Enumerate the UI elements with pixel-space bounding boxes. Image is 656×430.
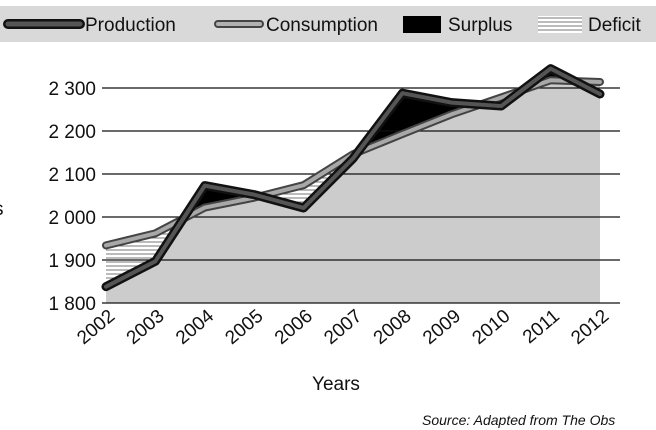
x-tick-label: 2011 [519,306,564,348]
y-tick-label: 2 000 [48,208,96,229]
x-tick-label: 2007 [320,306,366,349]
series-lines [101,64,605,292]
consumption-area-fill [106,80,600,303]
y-axis-ticks: 1 800 1 900 2 000 2 100 2 200 2 300 [48,79,96,315]
x-tick-label: 2009 [419,306,465,349]
x-axis-title: Years [312,374,360,395]
y-axis-label-fragment: s [0,199,4,220]
x-tick-label: 2005 [222,306,268,349]
x-tick-label: 2003 [123,306,169,349]
legend-surplus-swatch [403,16,441,33]
legend-production-label: Production [85,15,176,36]
x-tick-label: 2010 [469,306,515,349]
y-tick-label: 2 300 [48,79,96,100]
x-tick-label: 2006 [271,306,317,349]
legend-deficit-label: Deficit [588,15,642,36]
legend-consumption-label: Consumption [266,15,378,36]
y-tick-label: 2 200 [48,122,96,143]
y-tick-label: 1 800 [48,294,96,315]
production-line [104,66,602,289]
source-note: Source: Adapted from The Obs [422,412,615,428]
legend-deficit-swatch [538,16,582,33]
x-tick-label: 2004 [172,305,218,349]
plot-area [106,68,600,303]
legend: Production Consumption Surplus Deficit [3,15,642,36]
x-tick-label: 2008 [370,306,416,349]
x-tick-label: 2012 [567,306,613,349]
legend-surplus-label: Surplus [448,15,512,36]
x-axis-ticks: 2002 2003 2004 2005 2006 2007 2008 2009 2010 2011… [73,305,613,349]
y-tick-label: 1 900 [48,251,96,272]
y-tick-label: 2 100 [48,165,96,186]
